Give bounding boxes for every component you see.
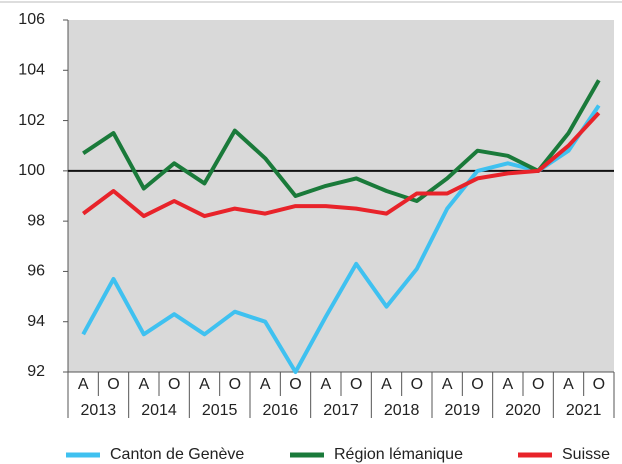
y-tick-label: 104 [18, 62, 45, 79]
y-tick-label: 106 [18, 11, 45, 28]
series-line [82, 79, 601, 203]
x-tick-label: A [78, 376, 89, 393]
year-label: 2019 [445, 402, 481, 419]
year-label: 2013 [81, 402, 117, 419]
y-tick-label: 94 [27, 313, 45, 330]
year-label: 2016 [263, 402, 299, 419]
year-label: 2015 [202, 402, 238, 419]
y-tick-label: 92 [27, 363, 45, 380]
legend-label: Région lémanique [334, 446, 463, 463]
x-tick-label: O [471, 376, 483, 393]
year-label: 2018 [384, 402, 420, 419]
x-tick-label: O [532, 376, 544, 393]
series-line [82, 111, 601, 219]
y-tick-label: 100 [18, 162, 45, 179]
y-tick-label: 102 [18, 112, 45, 129]
year-label: 2020 [505, 402, 541, 419]
x-tick-label: A [563, 376, 574, 393]
x-tick-label: O [411, 376, 423, 393]
x-tick-label: A [199, 376, 210, 393]
year-label: 2017 [323, 402, 359, 419]
x-tick-label: O [168, 376, 180, 393]
y-tick-label: 96 [27, 263, 45, 280]
year-label: 2021 [566, 402, 602, 419]
x-tick-label: O [107, 376, 119, 393]
x-tick-label: O [289, 376, 301, 393]
x-tick-label: A [320, 376, 331, 393]
legend-label: Suisse [562, 446, 610, 463]
plot-area [68, 20, 614, 372]
series-line [81, 104, 601, 374]
x-tick-label: A [260, 376, 271, 393]
x-tick-label: A [138, 376, 149, 393]
x-tick-label: O [229, 376, 241, 393]
x-tick-label: O [350, 376, 362, 393]
y-tick-label: 98 [27, 212, 45, 229]
legend-label: Canton de Genève [110, 446, 244, 463]
x-tick-label: A [502, 376, 513, 393]
year-label: 2014 [141, 402, 177, 419]
x-tick-label: A [442, 376, 453, 393]
x-tick-label: O [593, 376, 605, 393]
x-tick-label: A [381, 376, 392, 393]
